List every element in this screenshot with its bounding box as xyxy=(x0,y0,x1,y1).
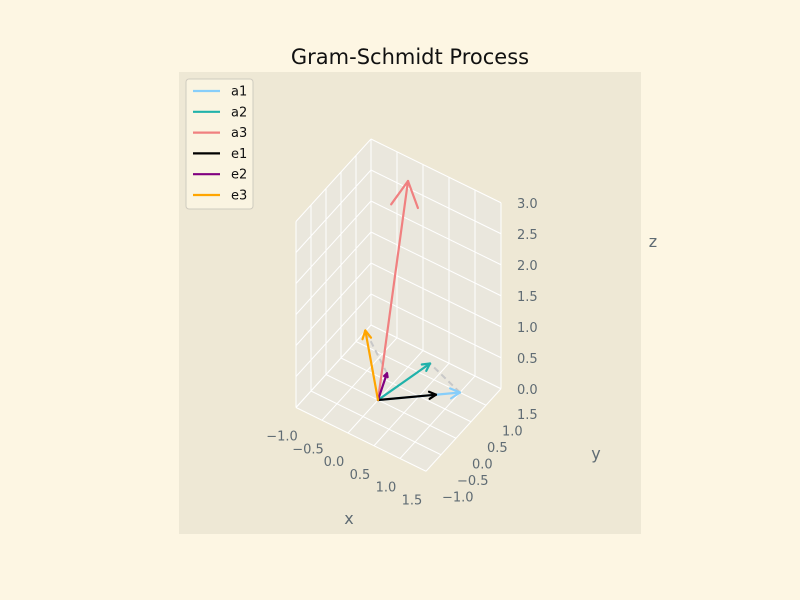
legend-item-e2: e2 xyxy=(193,168,247,183)
legend-label: e1 xyxy=(231,147,247,162)
vector-shaft-a3 xyxy=(376,179,410,402)
gridline-z xyxy=(370,231,502,297)
gridline-z xyxy=(370,262,502,328)
vector-head-e2 xyxy=(385,372,389,379)
legend-item-a2: a2 xyxy=(193,105,247,120)
x-tick-label: −1.0 xyxy=(266,430,298,445)
z-tick-label: 1.0 xyxy=(517,321,538,336)
vector-head-a1 xyxy=(449,387,462,394)
vector-a2 xyxy=(376,362,432,402)
legend-label: a2 xyxy=(231,105,247,120)
y-tick-label: 1.5 xyxy=(517,408,538,423)
z-axis-label: z xyxy=(649,232,657,251)
z-tick-label: 1.5 xyxy=(517,290,538,305)
gridline-y xyxy=(325,374,457,439)
projection-lines xyxy=(364,330,461,394)
gridline-z xyxy=(295,138,372,222)
gridline-x xyxy=(373,362,450,447)
gridline-y xyxy=(355,341,487,406)
vector-shaft-e3 xyxy=(364,329,380,402)
vector-arrows xyxy=(361,179,462,402)
y-tick-label: 0.0 xyxy=(472,457,493,472)
x-tick-label: 0.5 xyxy=(350,468,371,483)
gridline-z xyxy=(295,231,372,315)
gridline-y xyxy=(310,390,442,456)
vector-shaft-a2 xyxy=(376,362,432,402)
x-tick-label: 0.0 xyxy=(324,455,345,470)
z-tick-label: 2.0 xyxy=(517,259,538,274)
gridline-z xyxy=(370,293,502,359)
gridline-y xyxy=(295,407,427,472)
vector-e1 xyxy=(376,390,438,402)
vector-shaft-e1 xyxy=(376,393,438,402)
legend-item-a1: a1 xyxy=(193,85,247,100)
y-tick-label: 1.0 xyxy=(502,424,523,439)
gridline-x xyxy=(425,388,502,472)
gridline-z xyxy=(295,324,372,408)
vector-e2 xyxy=(376,372,389,402)
gridline-x xyxy=(399,375,476,459)
gridline-z xyxy=(370,324,502,390)
z-tick-label: 0.0 xyxy=(517,383,538,398)
projection-line xyxy=(429,362,461,394)
x-axis-label: x xyxy=(344,509,353,528)
vector-head-e1 xyxy=(428,393,438,400)
legend-items: a1 a2 a3 e1 e2 e3 xyxy=(193,85,247,204)
vector-head-a3 xyxy=(390,179,410,206)
vector-head-a1 xyxy=(449,391,462,400)
x-tick-label: −0.5 xyxy=(292,442,324,457)
z-tick-label: 2.5 xyxy=(517,228,538,243)
y-tick-label: −0.5 xyxy=(457,474,489,489)
y-tick-label: −1.0 xyxy=(442,490,474,505)
x-tick-label: 1.5 xyxy=(402,493,423,508)
legend-label: e3 xyxy=(231,189,247,204)
y-axis-label: y xyxy=(591,444,600,463)
vector-head-a3 xyxy=(406,179,420,210)
z-tick-label: 3.0 xyxy=(517,197,538,212)
projection-line xyxy=(364,330,388,374)
legend-item-e3: e3 xyxy=(193,189,247,204)
vector-head-a2 xyxy=(425,362,432,372)
vector-a3 xyxy=(376,179,420,402)
gridline-x xyxy=(347,350,424,434)
vector-shaft-e2 xyxy=(376,372,389,402)
gridline-z xyxy=(295,293,372,377)
gridline-z xyxy=(370,138,502,204)
gridline-z xyxy=(370,169,502,235)
vector-head-a2 xyxy=(420,362,432,366)
gridline-z xyxy=(295,169,372,253)
z-tick-label: 0.5 xyxy=(517,352,538,367)
x-tick-label: 1.0 xyxy=(376,481,397,496)
gridline-z xyxy=(295,262,372,346)
gridline-z xyxy=(370,200,502,266)
gridline-y xyxy=(340,357,472,423)
legend-label: a1 xyxy=(231,85,247,100)
vector-head-e3 xyxy=(361,329,367,341)
legend-item-a3: a3 xyxy=(193,126,247,141)
gridlines xyxy=(295,138,502,472)
legend: a1 a2 a3 e1 e2 e3 xyxy=(185,78,254,210)
vector-head-e3 xyxy=(364,329,373,339)
chart-title: Gram-Schmidt Process xyxy=(291,45,529,69)
legend-label: e2 xyxy=(231,168,247,183)
gridline-z xyxy=(295,200,372,284)
tick-labels: −1.0−0.50.00.51.01.5 −1.0−0.50.00.51.01.5… xyxy=(266,197,538,508)
vector-e3 xyxy=(361,329,380,402)
legend-label: a3 xyxy=(231,126,247,141)
legend-item-e1: e1 xyxy=(193,147,247,162)
y-tick-label: 0.5 xyxy=(487,441,508,456)
